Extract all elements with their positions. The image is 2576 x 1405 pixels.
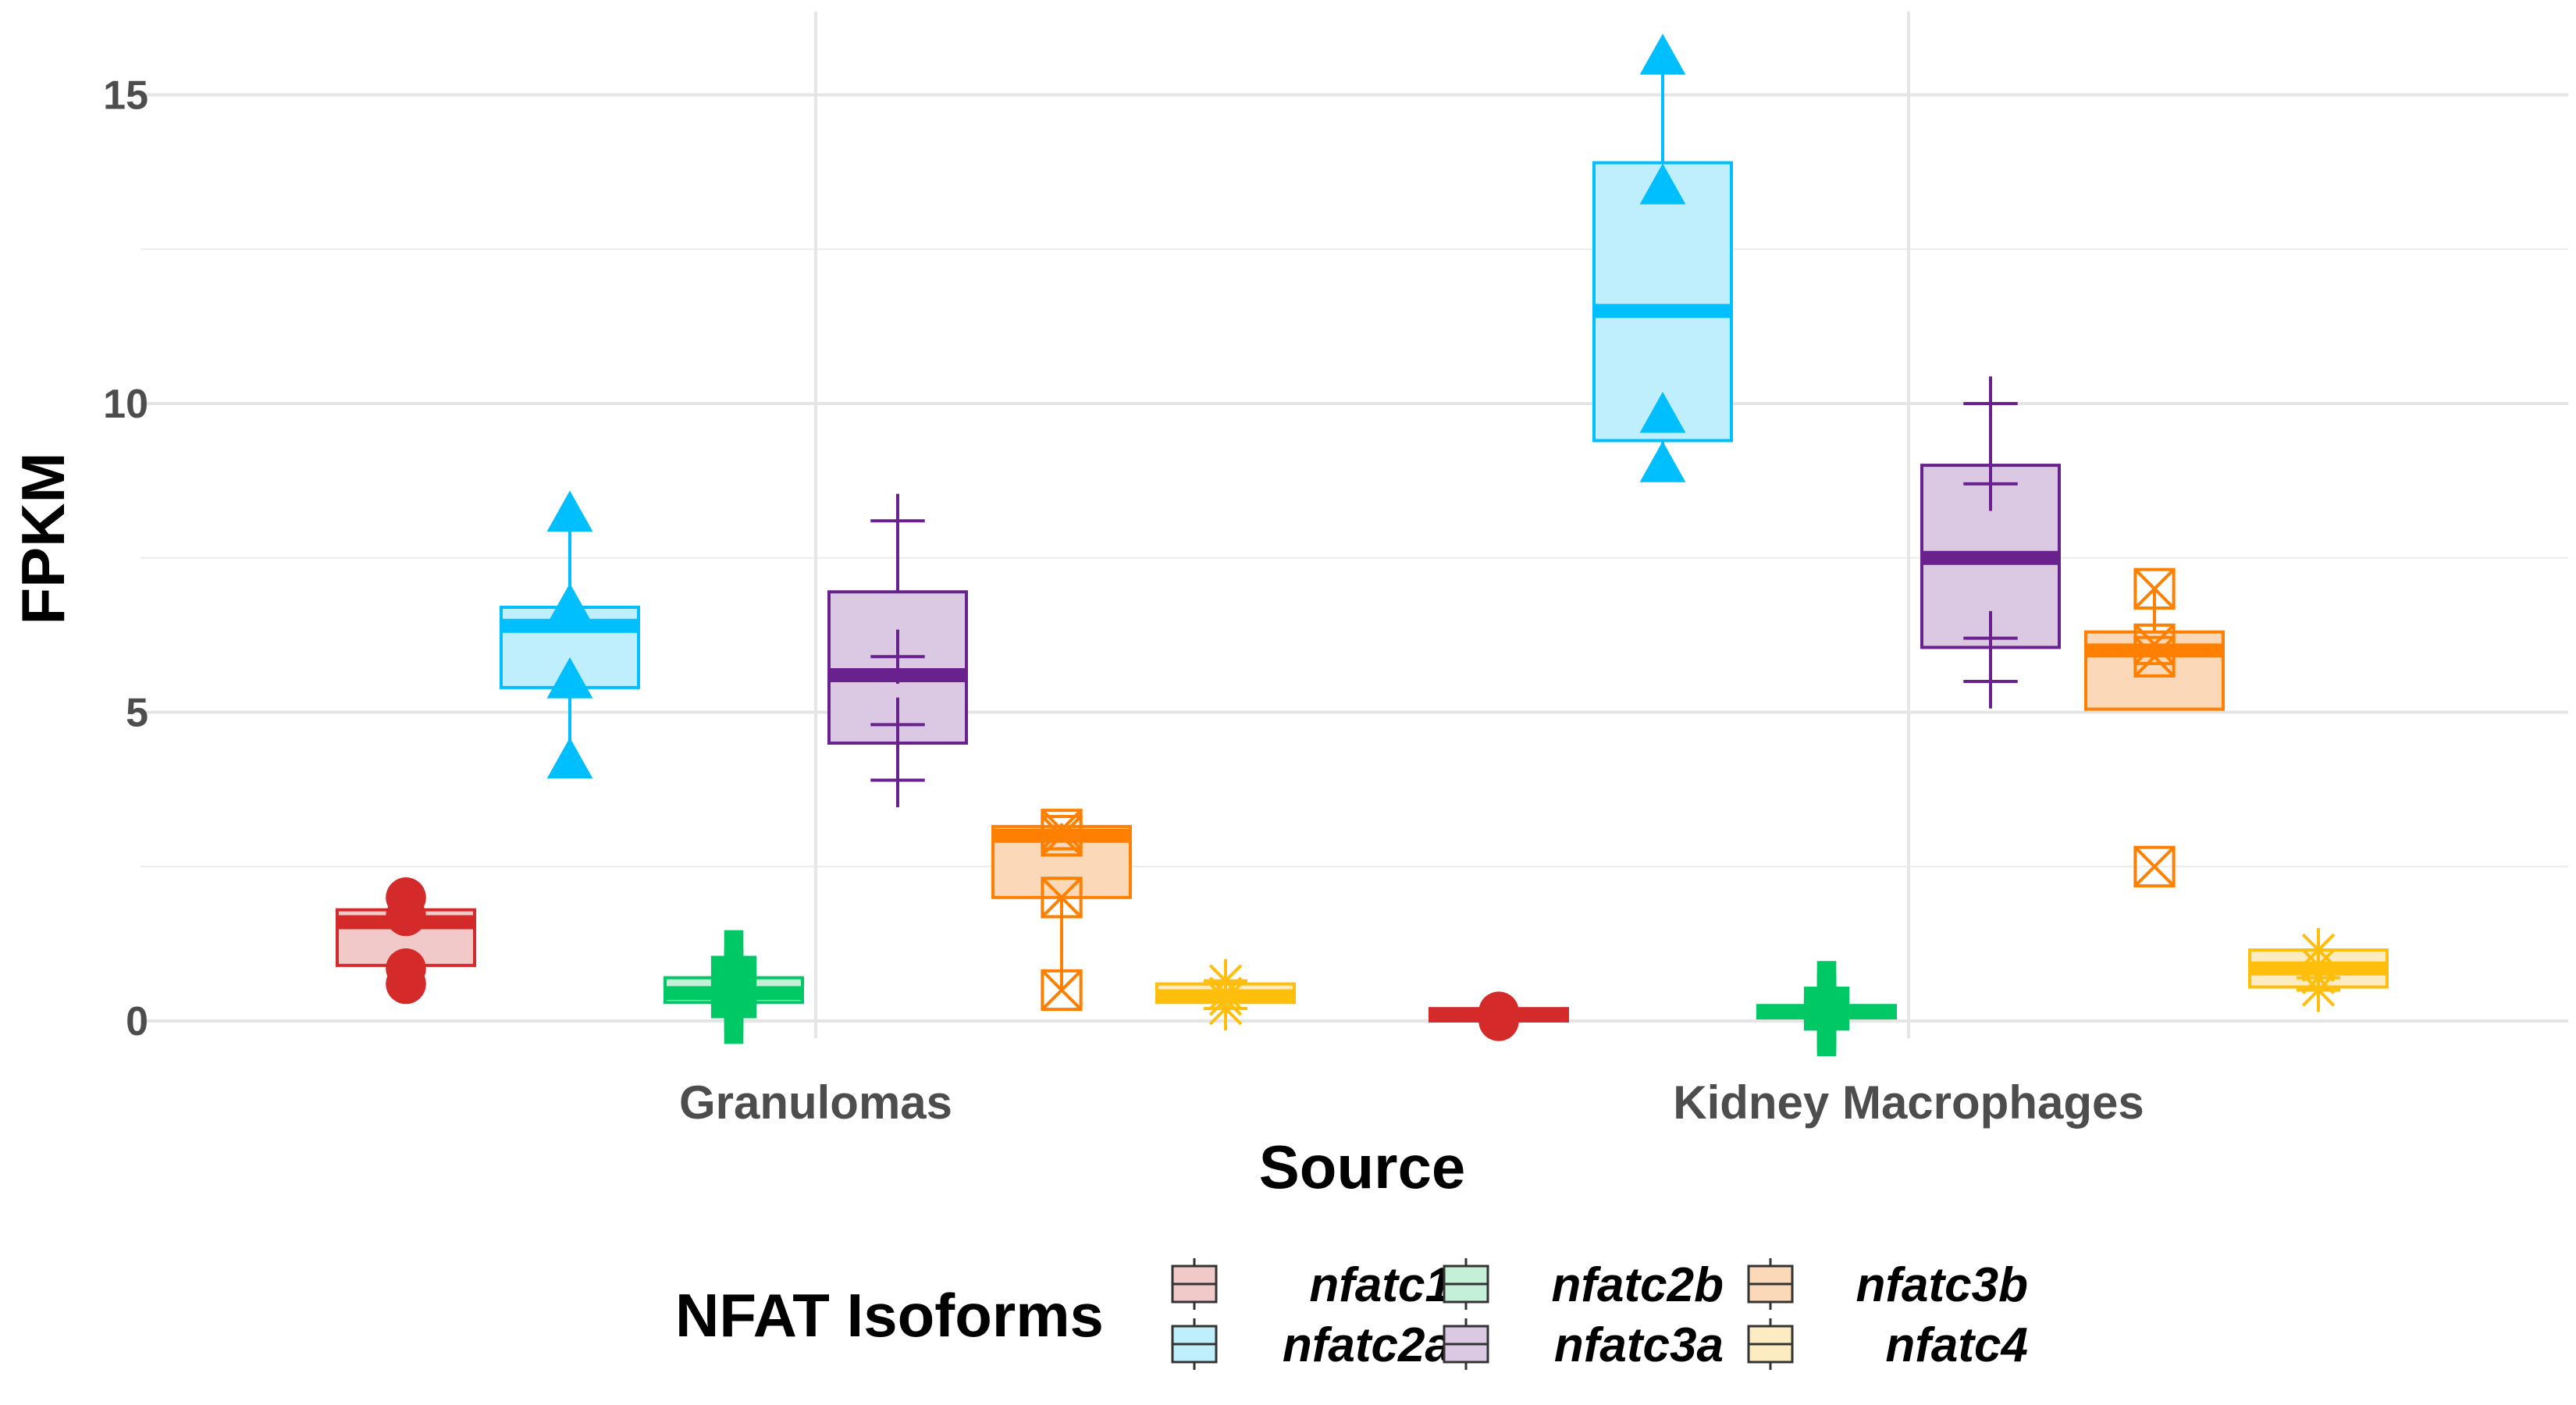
legend-label: nfatc3a bbox=[1554, 1318, 1724, 1372]
data-point bbox=[546, 657, 593, 699]
boxes bbox=[336, 34, 2389, 1057]
data-point bbox=[1041, 815, 1083, 857]
data-point bbox=[870, 629, 925, 685]
y-tick-label: 15 bbox=[103, 73, 148, 119]
data-point bbox=[546, 583, 593, 624]
box-nfatc1-granulomas bbox=[336, 877, 476, 1005]
legend-item-nfatc3b: nfatc3b bbox=[1747, 1258, 2028, 1312]
data-point bbox=[710, 973, 757, 1044]
y-tick-label: 0 bbox=[126, 999, 148, 1044]
box-nfatc1-kidney-macrophages bbox=[1429, 991, 1569, 1041]
legend-item-nfatc1: nfatc1 bbox=[1171, 1258, 1452, 1312]
box-nfatc4-kidney-macrophages bbox=[2248, 928, 2389, 1012]
data-point bbox=[2133, 635, 2176, 678]
data-point bbox=[1963, 654, 2018, 709]
data-point bbox=[870, 493, 925, 549]
legend-item-nfatc2b: nfatc2b bbox=[1443, 1258, 1724, 1312]
data-point bbox=[2133, 845, 2176, 887]
data-point bbox=[2133, 567, 2176, 610]
box-nfatc2b-kidney-macrophages bbox=[1756, 961, 1897, 1057]
data-point bbox=[1478, 1001, 1519, 1041]
grid bbox=[141, 12, 2568, 1038]
legend-label: nfatc1 bbox=[1309, 1258, 1452, 1312]
legend-item-nfatc4: nfatc4 bbox=[1747, 1318, 2028, 1372]
y-tick-label: 5 bbox=[126, 691, 148, 736]
data-point bbox=[546, 490, 593, 532]
data-point bbox=[1963, 376, 2018, 431]
data-point bbox=[1639, 391, 1686, 433]
box-nfatc3a-kidney-macrophages bbox=[1920, 376, 2061, 709]
data-point bbox=[1639, 34, 1686, 75]
x-tick-label: Kidney Macrophages bbox=[1673, 1076, 2144, 1129]
data-point bbox=[2297, 968, 2340, 1012]
legend-label: nfatc3b bbox=[1856, 1258, 2028, 1312]
data-point bbox=[386, 895, 426, 937]
y-axis-ticks: 0 5 10 15 bbox=[103, 73, 148, 1045]
data-point bbox=[1639, 441, 1686, 482]
x-tick-label: Granulomas bbox=[679, 1076, 952, 1129]
legend-label: nfatc2a bbox=[1283, 1318, 1452, 1372]
legend-item-nfatc3a: nfatc3a bbox=[1443, 1318, 1724, 1372]
legend-label: nfatc4 bbox=[1885, 1318, 2028, 1372]
y-tick-label: 10 bbox=[103, 382, 148, 427]
data-point bbox=[870, 697, 925, 752]
y-axis-title: FPKM bbox=[9, 453, 77, 625]
legend-title: NFAT Isoforms bbox=[675, 1281, 1104, 1350]
data-point bbox=[1639, 163, 1686, 205]
box-nfatc3b-granulomas bbox=[991, 809, 1132, 1012]
data-point bbox=[1803, 985, 1850, 1057]
legend-label: nfatc2b bbox=[1552, 1258, 1724, 1312]
x-axis-title: Source bbox=[1259, 1133, 1465, 1201]
data-point bbox=[1041, 877, 1083, 919]
box-nfatc3a-granulomas bbox=[827, 493, 968, 808]
data-point bbox=[546, 737, 593, 779]
data-point bbox=[870, 752, 925, 808]
legend: NFAT Isoforms nfatc1 nfatc2a nfatc2b nfatc3… bbox=[675, 1258, 2028, 1372]
box-nfatc2b-granulomas bbox=[664, 930, 804, 1044]
legend-item-nfatc2a: nfatc2a bbox=[1171, 1318, 1452, 1372]
box-nfatc4-granulomas bbox=[1155, 959, 1296, 1031]
data-point bbox=[386, 963, 426, 1005]
box-nfatc2a-granulomas bbox=[500, 490, 640, 779]
data-point bbox=[1204, 987, 1247, 1031]
box-nfatc3b-kidney-macrophages bbox=[2084, 567, 2225, 887]
x-axis-ticks: Granulomas Kidney Macrophages bbox=[679, 1076, 2144, 1129]
data-point bbox=[1963, 457, 2018, 511]
box-nfatc2a-kidney-macrophages bbox=[1592, 34, 1733, 482]
data-point bbox=[1041, 969, 1083, 1012]
